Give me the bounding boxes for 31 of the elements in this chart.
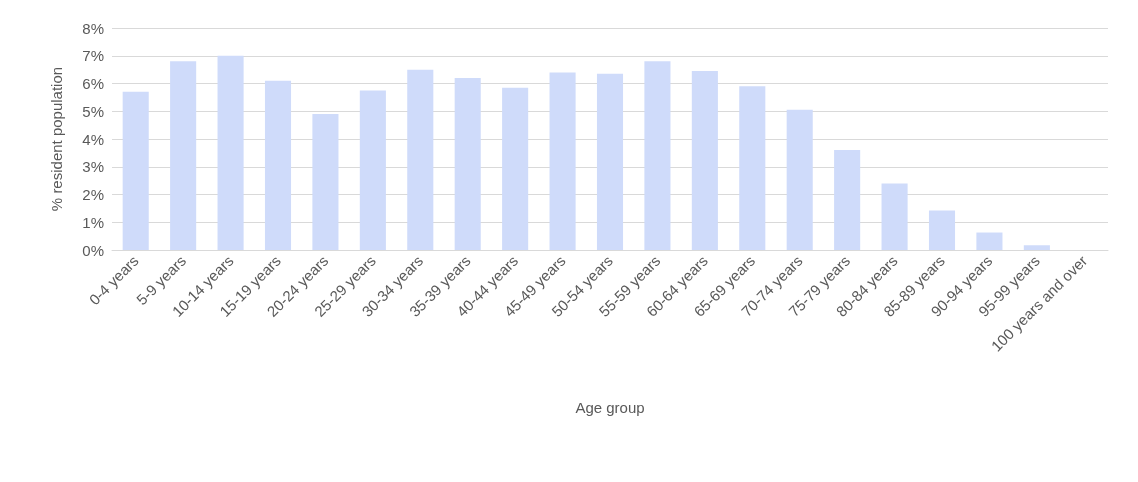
bar	[928, 210, 956, 250]
y-tick-label: 5%	[82, 102, 104, 120]
y-tick-label: 1%	[82, 213, 104, 231]
bar	[122, 91, 149, 250]
y-tick-label: 6%	[82, 75, 104, 92]
bar	[644, 61, 671, 250]
bar	[549, 72, 576, 250]
bar	[596, 73, 624, 250]
y-tick-label: 0%	[82, 241, 104, 259]
bar	[691, 71, 718, 250]
y-tick-label: 4%	[82, 130, 104, 148]
bar	[264, 80, 292, 250]
y-tick-label: 3%	[82, 158, 104, 176]
y-tick-label: 8%	[82, 19, 104, 37]
bar	[739, 86, 766, 250]
x-axis-title: Age group	[575, 399, 645, 416]
bar	[834, 150, 861, 250]
bar	[312, 114, 339, 250]
bar	[502, 87, 529, 250]
bar	[454, 77, 481, 250]
bar	[217, 55, 244, 250]
bar	[407, 69, 434, 250]
y-axis-title: % resident population	[48, 66, 65, 212]
y-tick-label: 2%	[82, 186, 104, 203]
bar	[170, 61, 197, 250]
bar	[976, 232, 1003, 250]
bar	[786, 109, 813, 250]
bar	[359, 90, 386, 250]
bar	[1023, 245, 1050, 250]
y-tick-label: 7%	[82, 47, 104, 65]
bar	[881, 183, 908, 250]
